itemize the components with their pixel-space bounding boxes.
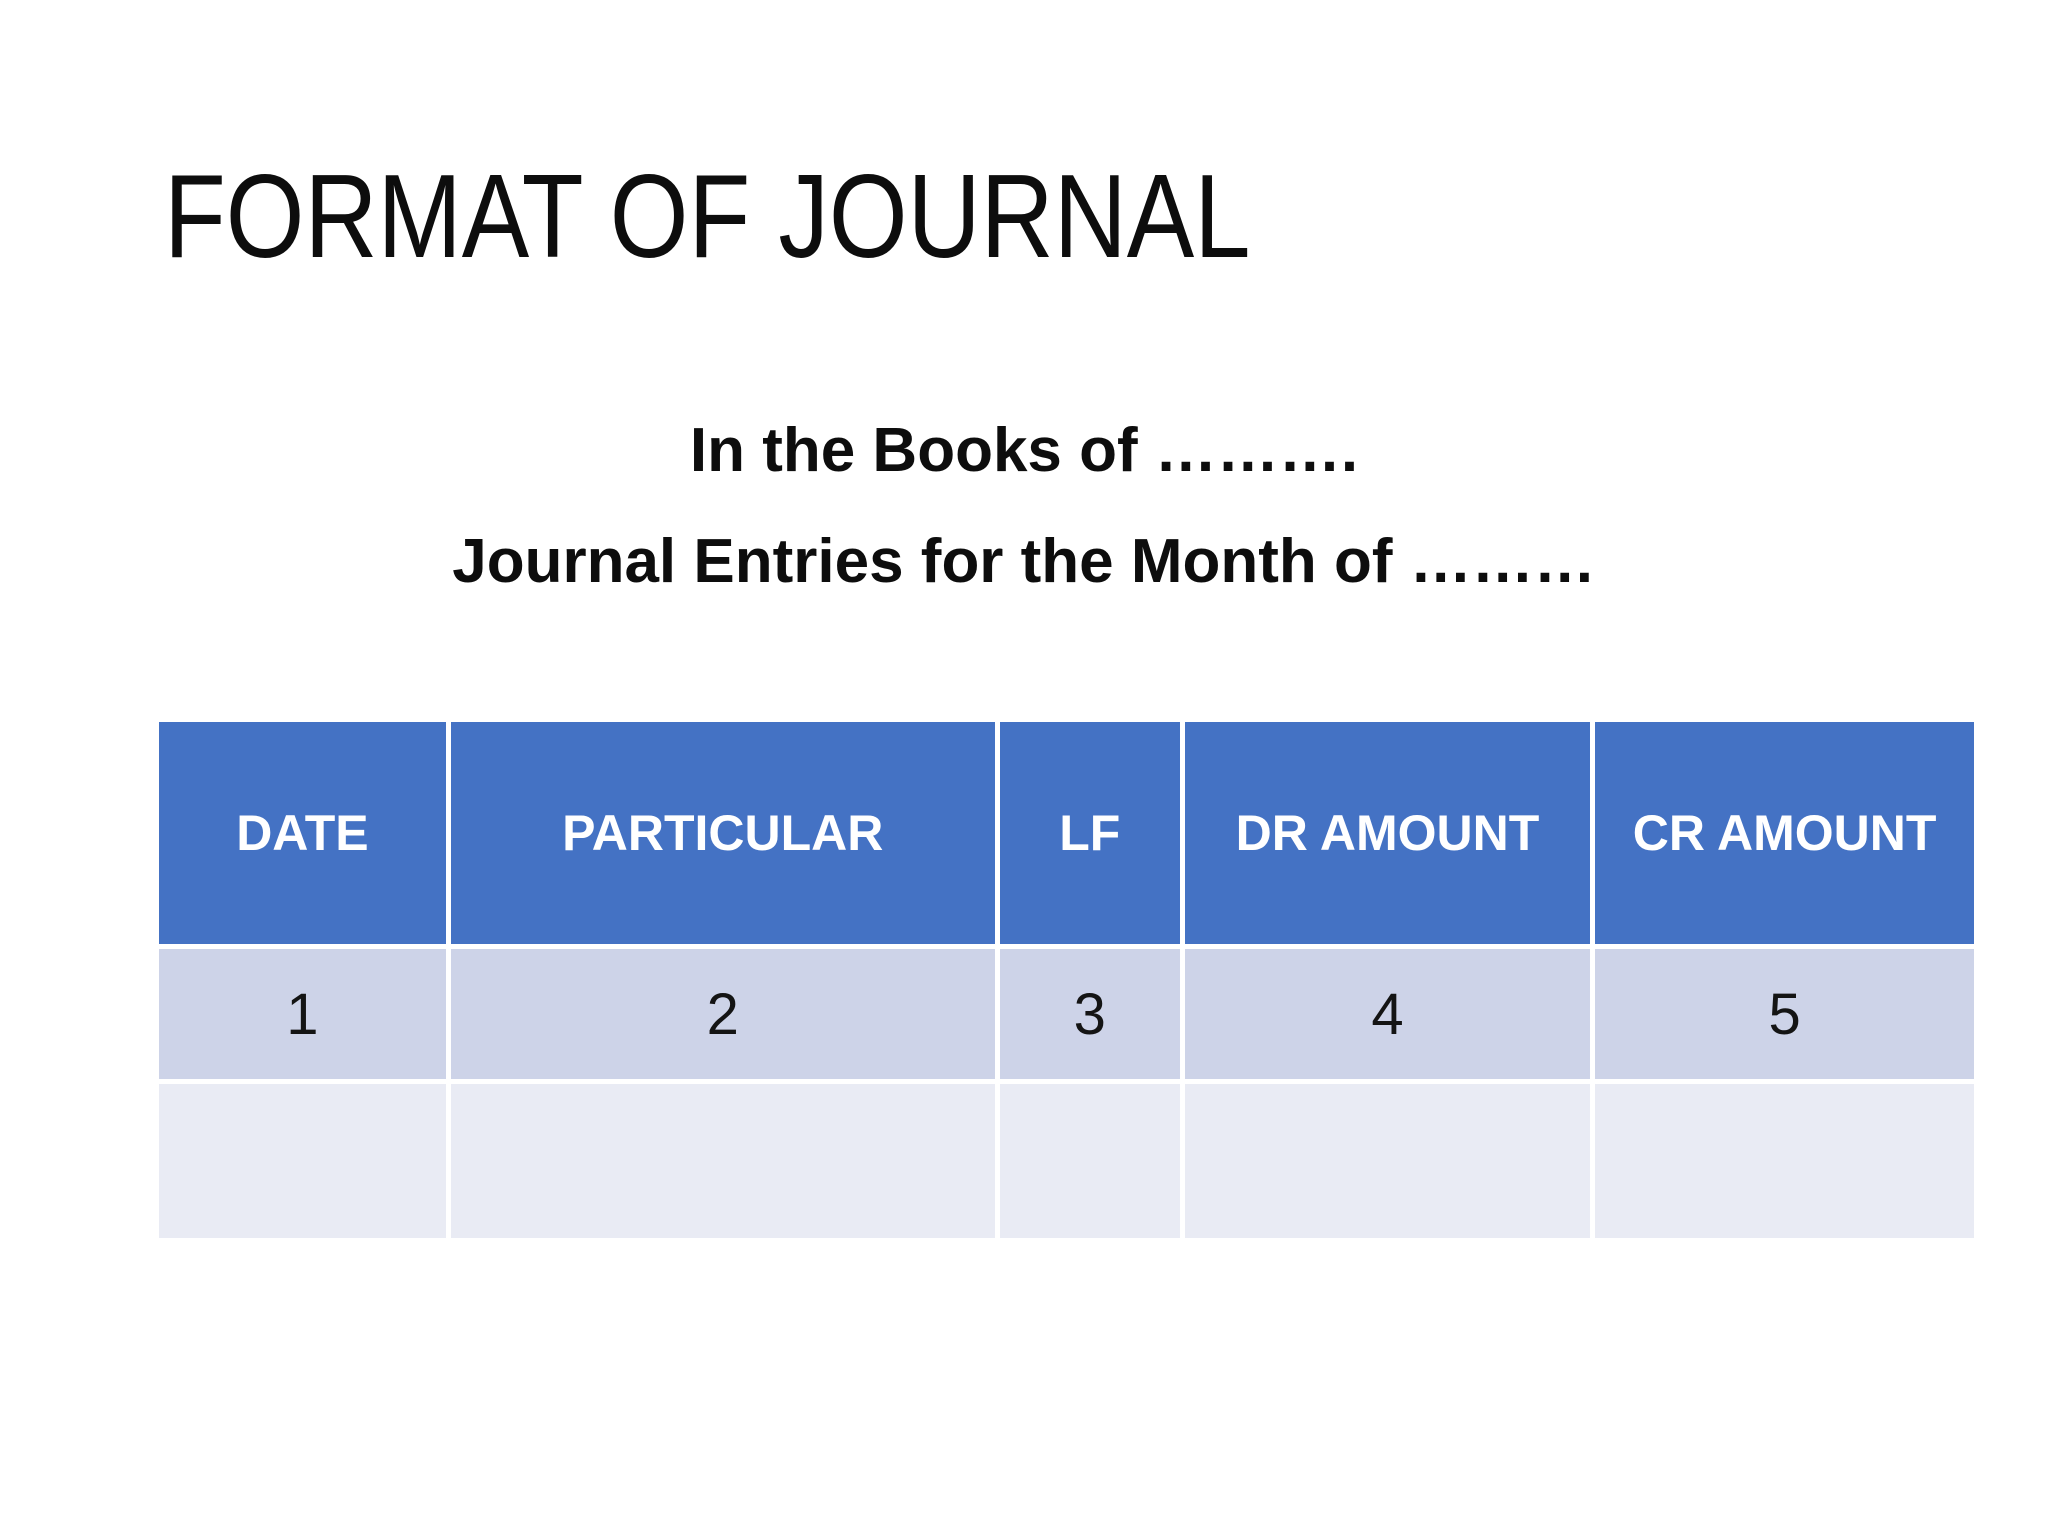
- row2-cell-particular: [450, 1084, 995, 1238]
- journal-format-table: DATE PARTICULAR LF DR AMOUNT CR AMOUNT 1…: [159, 722, 1974, 1238]
- subtitle-journal-entries: Journal Entries for the Month of ………: [452, 527, 1596, 596]
- row1-cell-date: 1: [159, 949, 446, 1079]
- header-cell-dr-amount: DR AMOUNT: [1184, 722, 1591, 944]
- page-title: FORMAT OF JOURNAL: [164, 150, 1251, 283]
- header-cell-date: DATE: [159, 722, 446, 944]
- header-cell-particular: PARTICULAR: [450, 722, 995, 944]
- header-cell-lf: LF: [999, 722, 1180, 944]
- row1-cell-dr-amount: 4: [1184, 949, 1591, 1079]
- row2-cell-lf: [999, 1084, 1180, 1238]
- subtitle-books-of: In the Books of ……….: [689, 416, 1359, 485]
- header-cell-cr-amount: CR AMOUNT: [1595, 722, 1974, 944]
- row1-cell-lf: 3: [999, 949, 1180, 1079]
- row1-cell-cr-amount: 5: [1595, 949, 1974, 1079]
- row2-cell-date: [159, 1084, 446, 1238]
- row1-cell-particular: 2: [450, 949, 995, 1079]
- row2-cell-cr-amount: [1595, 1084, 1974, 1238]
- row2-cell-dr-amount: [1184, 1084, 1591, 1238]
